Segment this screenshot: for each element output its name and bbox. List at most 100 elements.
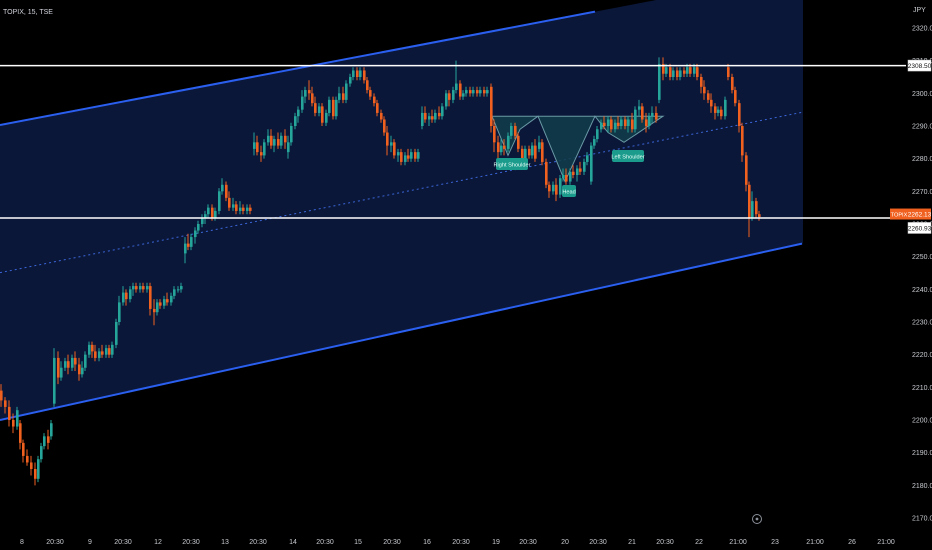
candle[interactable] [479,86,482,97]
candle[interactable] [132,282,135,296]
candle[interactable] [586,152,589,166]
candle[interactable] [16,406,19,430]
candle[interactable] [122,286,125,306]
candle[interactable] [366,77,369,94]
candle[interactable] [135,282,138,293]
candle[interactable] [359,67,362,81]
candle[interactable] [118,295,121,326]
candle[interactable] [469,86,472,97]
candle[interactable] [8,400,11,427]
candle[interactable] [373,93,376,107]
candle[interactable] [218,188,221,215]
candle[interactable] [190,233,193,251]
candle[interactable] [624,116,627,130]
candle[interactable] [253,132,256,156]
candle[interactable] [579,161,582,175]
candle[interactable] [22,439,25,463]
candle[interactable] [111,341,114,358]
candle[interactable] [545,158,548,189]
candle[interactable] [610,116,613,133]
candle[interactable] [534,139,537,162]
candle[interactable] [180,282,183,293]
candle[interactable] [232,197,235,211]
candle[interactable] [576,165,579,182]
candle[interactable] [249,204,252,215]
candle[interactable] [19,420,22,450]
candle[interactable] [603,116,606,130]
candle[interactable] [410,148,413,162]
candle[interactable] [679,67,682,81]
candle[interactable] [47,429,50,450]
candle[interactable] [634,106,637,133]
candle[interactable] [270,129,273,149]
candle[interactable] [755,197,758,218]
channel-upper-line[interactable] [0,10,596,127]
candle[interactable] [57,351,60,385]
candle[interactable] [108,344,111,358]
candle[interactable] [590,142,593,185]
candle[interactable] [617,116,620,130]
candle[interactable] [431,109,434,123]
candle[interactable] [493,119,496,153]
candle[interactable] [335,96,338,120]
candle[interactable] [345,80,348,104]
candle[interactable] [50,420,53,440]
candle[interactable] [4,397,7,414]
candle[interactable] [163,295,166,309]
candle[interactable] [669,63,672,81]
candle[interactable] [383,116,386,136]
candle[interactable] [380,109,383,123]
candle[interactable] [98,348,101,362]
candle[interactable] [37,455,40,483]
candle[interactable] [714,103,717,120]
candle[interactable] [738,99,741,133]
candle[interactable] [166,292,169,306]
candle[interactable] [308,80,311,100]
candle[interactable] [256,135,259,156]
candle[interactable] [417,148,420,162]
candle[interactable] [187,233,190,251]
candle[interactable] [648,112,651,130]
candle[interactable] [593,135,596,149]
candle[interactable] [404,152,407,166]
candle[interactable] [129,286,132,303]
candle[interactable] [583,158,586,175]
candle[interactable] [235,201,238,215]
candle[interactable] [71,354,74,371]
candle[interactable] [562,168,565,182]
candle[interactable] [631,112,634,133]
candle[interactable] [503,139,506,156]
candle[interactable] [662,57,665,81]
candle[interactable] [277,132,280,149]
candle[interactable] [517,132,520,153]
candle[interactable] [696,63,699,81]
candle[interactable] [273,135,276,153]
candle[interactable] [397,148,400,162]
candle[interactable] [614,119,617,133]
candle[interactable] [569,168,572,185]
candle[interactable] [67,354,70,375]
candle[interactable] [363,67,366,84]
candle[interactable] [284,129,287,149]
candle[interactable] [356,67,359,81]
candle[interactable] [228,191,231,211]
candle[interactable] [311,86,314,107]
candle[interactable] [407,148,410,162]
candle[interactable] [74,351,77,371]
candle[interactable] [452,86,455,104]
channel-middle-line[interactable] [0,111,803,274]
candle[interactable] [304,86,307,104]
pattern-label[interactable]: Head [562,185,576,197]
candle[interactable] [242,204,245,215]
candle[interactable] [445,90,448,110]
candle[interactable] [748,181,751,238]
candle[interactable] [342,86,345,104]
candle[interactable] [638,99,641,117]
candle[interactable] [658,57,661,104]
candle[interactable] [607,116,610,133]
candle[interactable] [26,449,29,466]
candle[interactable] [710,93,713,113]
candle[interactable] [459,80,462,100]
candle[interactable] [552,181,555,195]
candle[interactable] [531,142,534,159]
